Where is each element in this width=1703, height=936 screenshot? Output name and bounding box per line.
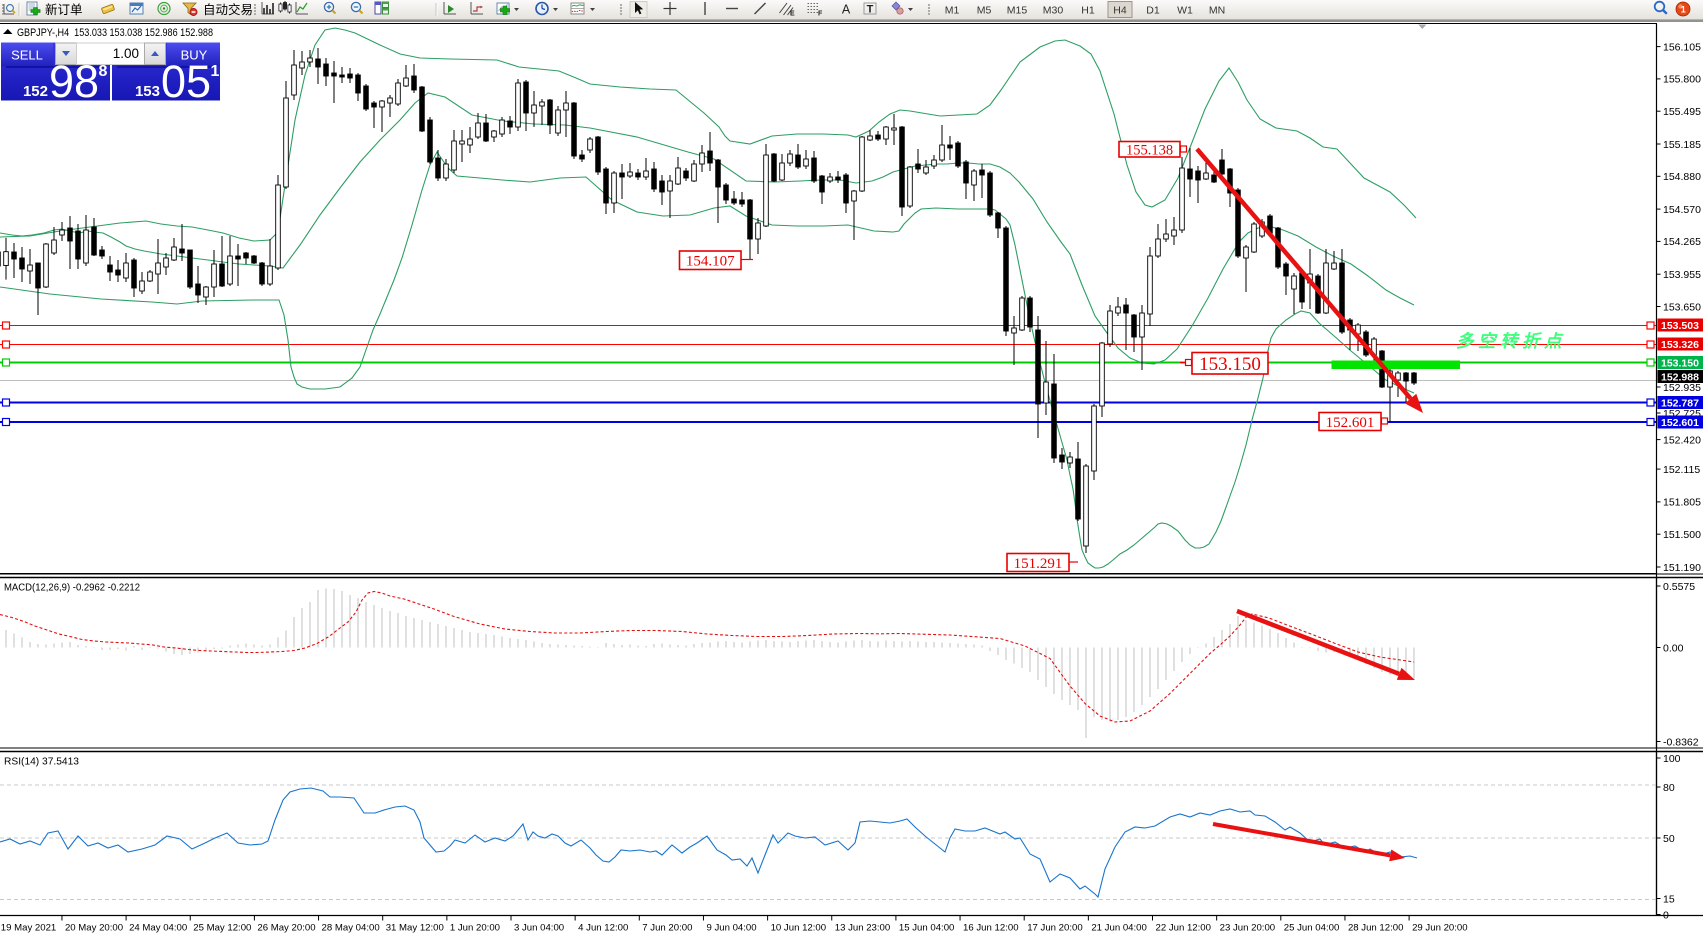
svg-text:155.138: 155.138 <box>1126 142 1173 158</box>
svg-text:23 Jun 20:00: 23 Jun 20:00 <box>1220 923 1275 934</box>
svg-text:0.00: 0.00 <box>1663 642 1684 654</box>
svg-text:80: 80 <box>1663 782 1675 794</box>
svg-text:28 Jun 12:00: 28 Jun 12:00 <box>1348 923 1403 934</box>
svg-text:153: 153 <box>135 83 160 100</box>
svg-text:24 May 04:00: 24 May 04:00 <box>129 923 187 934</box>
svg-text:152.601: 152.601 <box>1661 417 1699 429</box>
svg-text:F: F <box>818 11 823 18</box>
svg-text:M15: M15 <box>1007 5 1028 17</box>
svg-text:100: 100 <box>1663 753 1681 765</box>
svg-text:M1: M1 <box>945 5 960 17</box>
svg-text:151.291: 151.291 <box>1014 556 1063 572</box>
svg-text:29 Jun 20:00: 29 Jun 20:00 <box>1412 923 1467 934</box>
svg-text:GBPJPY-,H4 153.033 153.038 15: GBPJPY-,H4 153.033 153.038 152.986 152.9… <box>17 27 213 39</box>
svg-text:新订单: 新订单 <box>45 2 83 17</box>
svg-text:153.150: 153.150 <box>1199 354 1261 375</box>
svg-text:T: T <box>867 4 874 16</box>
svg-text:05: 05 <box>161 56 211 107</box>
svg-text:7 Jun 20:00: 7 Jun 20:00 <box>642 923 692 934</box>
svg-text:152.420: 152.420 <box>1663 434 1701 446</box>
svg-text:155.185: 155.185 <box>1663 139 1701 151</box>
svg-text:SELL: SELL <box>11 48 43 63</box>
svg-text:151.190: 151.190 <box>1663 562 1701 574</box>
svg-text:31 May 12:00: 31 May 12:00 <box>386 923 444 934</box>
svg-text:8: 8 <box>99 63 108 80</box>
svg-text:0.5575: 0.5575 <box>1663 581 1695 593</box>
svg-text:13 Jun 23:00: 13 Jun 23:00 <box>835 923 890 934</box>
svg-text:22 Jun 12:00: 22 Jun 12:00 <box>1156 923 1211 934</box>
svg-text:RSI(14) 37.5413: RSI(14) 37.5413 <box>4 756 79 768</box>
svg-text:155.800: 155.800 <box>1663 74 1701 86</box>
svg-text:152.988: 152.988 <box>1661 371 1699 383</box>
svg-text:4 Jun 12:00: 4 Jun 12:00 <box>578 923 628 934</box>
svg-text:16 Jun 12:00: 16 Jun 12:00 <box>963 923 1018 934</box>
svg-text:多空转折点: 多空转折点 <box>1456 331 1566 351</box>
svg-text:MN: MN <box>1209 5 1225 17</box>
svg-text:154.570: 154.570 <box>1663 204 1701 216</box>
svg-text:17 Jun 20:00: 17 Jun 20:00 <box>1027 923 1082 934</box>
svg-text:152.115: 152.115 <box>1663 464 1700 476</box>
svg-text:自动交易: 自动交易 <box>203 2 253 17</box>
svg-text:D1: D1 <box>1146 5 1160 17</box>
svg-text:3 Jun 04:00: 3 Jun 04:00 <box>514 923 564 934</box>
svg-text:156.105: 156.105 <box>1663 41 1701 53</box>
svg-text:154.265: 154.265 <box>1663 236 1701 248</box>
svg-text:153.326: 153.326 <box>1661 339 1699 351</box>
svg-text:152.601: 152.601 <box>1326 415 1375 431</box>
svg-text:MACD(12,26,9) -0.2962 -0.2212: MACD(12,26,9) -0.2962 -0.2212 <box>4 582 140 594</box>
svg-text:151.805: 151.805 <box>1663 497 1701 509</box>
svg-text:H1: H1 <box>1081 5 1095 17</box>
svg-text:E: E <box>790 11 795 18</box>
svg-text:154.880: 154.880 <box>1663 171 1701 183</box>
svg-text:153.955: 153.955 <box>1663 269 1701 281</box>
svg-text:1: 1 <box>211 63 220 80</box>
svg-text:152.787: 152.787 <box>1661 397 1699 409</box>
svg-text:25 May 12:00: 25 May 12:00 <box>193 923 251 934</box>
svg-text:151.500: 151.500 <box>1663 529 1701 541</box>
svg-text:153.650: 153.650 <box>1663 301 1701 313</box>
svg-text:15: 15 <box>1663 893 1675 905</box>
svg-text:1 Jun 20:00: 1 Jun 20:00 <box>450 923 500 934</box>
svg-text:98: 98 <box>49 56 99 107</box>
svg-text:W1: W1 <box>1177 5 1193 17</box>
svg-text:153.503: 153.503 <box>1661 320 1699 332</box>
svg-text:15 Jun 04:00: 15 Jun 04:00 <box>899 923 954 934</box>
svg-text:155.495: 155.495 <box>1663 106 1701 118</box>
svg-text:M5: M5 <box>977 5 992 17</box>
svg-text:152: 152 <box>23 83 48 100</box>
svg-text:50: 50 <box>1663 833 1675 845</box>
svg-text:21 Jun 04:00: 21 Jun 04:00 <box>1091 923 1146 934</box>
svg-text:152.935: 152.935 <box>1663 382 1701 394</box>
svg-text:10 Jun 12:00: 10 Jun 12:00 <box>771 923 826 934</box>
svg-text:20 May 20:00: 20 May 20:00 <box>65 923 123 934</box>
svg-text:A: A <box>842 3 851 17</box>
svg-text:H4: H4 <box>1113 5 1127 17</box>
svg-text:1: 1 <box>1681 5 1686 15</box>
svg-text:1.00: 1.00 <box>113 46 139 61</box>
svg-text:19 May 2021: 19 May 2021 <box>1 923 56 934</box>
svg-text:25 Jun 04:00: 25 Jun 04:00 <box>1284 923 1339 934</box>
svg-text:M30: M30 <box>1043 5 1064 17</box>
svg-text:9 Jun 04:00: 9 Jun 04:00 <box>706 923 756 934</box>
svg-text:26 May 20:00: 26 May 20:00 <box>257 923 315 934</box>
svg-text:BUY: BUY <box>181 48 208 63</box>
svg-text:153.150: 153.150 <box>1661 357 1699 369</box>
svg-text:-0.8362: -0.8362 <box>1663 736 1699 748</box>
svg-text:28 May 04:00: 28 May 04:00 <box>322 923 380 934</box>
svg-text:154.107: 154.107 <box>686 254 735 270</box>
